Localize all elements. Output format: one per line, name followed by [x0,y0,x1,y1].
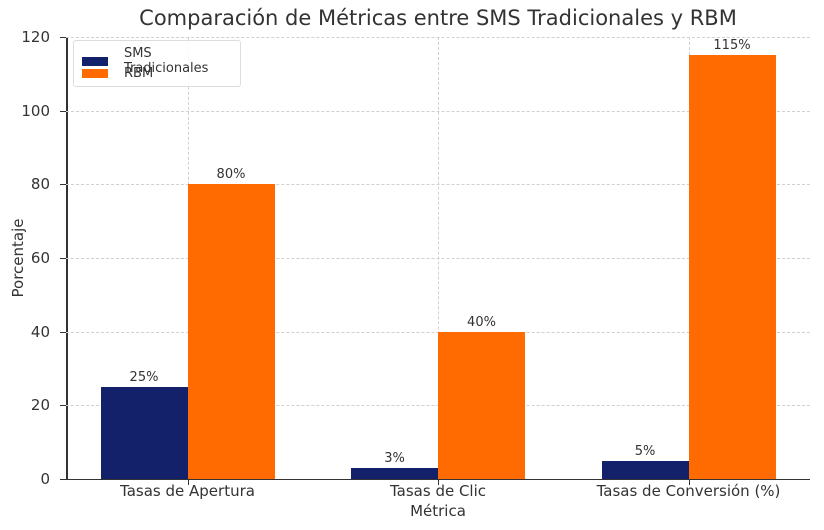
legend-label-rbm: RBM [124,66,154,81]
y-tick-label: 60 [30,249,50,267]
x-axis-line [66,478,810,480]
y-tick-label: 40 [30,322,50,341]
x-tick [688,480,690,485]
bar-rbm[interactable] [688,55,776,479]
bar-value-label: 25% [129,369,159,385]
legend-item-sms: SMS Tradicionales [82,46,240,76]
bar-rbm[interactable] [438,331,525,479]
bar-value-label: 3% [384,450,405,466]
y-axis-title: Porcentaje [9,218,27,298]
y-tick [60,110,66,112]
bar-value-label: 40% [467,314,496,330]
y-tick [60,37,66,38]
bar-sms[interactable] [601,460,689,479]
legend-label-sms: SMS Tradicionales [123,46,209,76]
chart-title: Comparación de Métricas entre SMS Tradic… [139,6,737,30]
y-tick [60,184,66,186]
y-tick [60,258,66,259]
bar-sms[interactable] [351,467,438,479]
y-tick-label: 20 [30,396,50,415]
y-tick-label: 120 [21,28,50,46]
bar-rbm[interactable] [187,184,275,479]
y-tick [60,331,66,333]
legend-swatch-sms [82,56,108,66]
x-tick [187,480,189,485]
legend: SMS Tradicionales RBM [73,40,241,87]
plot-area: 0 20 40 60 80 100 120 Tasas de Apertura 25% 80% Ta… [21,28,810,500]
x-tick-label: Tasas de Conversión (%) [596,482,781,500]
y-tick-label: 80 [30,175,50,194]
bar-sms[interactable] [100,386,188,479]
y-tick-label: 100 [21,101,50,120]
y-tick [60,479,66,480]
legend-item-rbm: RBM [82,66,153,81]
x-tick [438,480,439,485]
legend-swatch-rbm [82,69,108,78]
x-tick-label: Tasas de Apertura [120,482,255,500]
bar-value-label: 115% [713,38,751,54]
x-tick-label: Tasas de Clic [389,482,487,500]
x-gridline [438,37,439,479]
x-axis-title: Métrica [410,502,466,520]
y-tick [60,405,66,407]
y-tick-label: 0 [40,470,50,488]
bar-value-label: 80% [216,167,246,183]
bar-value-label: 5% [634,443,656,459]
